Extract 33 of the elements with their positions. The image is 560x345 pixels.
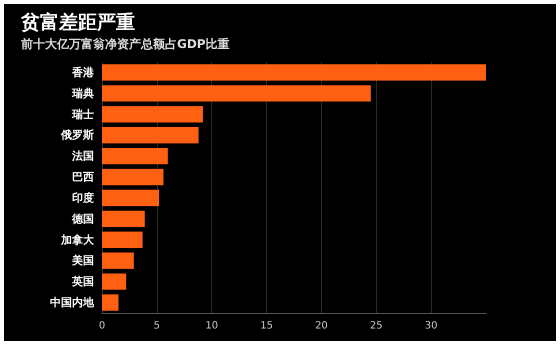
bar	[102, 168, 164, 186]
y-tick-label: 印度	[72, 191, 94, 204]
x-tick-label: 20	[315, 320, 328, 332]
bar	[102, 85, 371, 102]
y-tick-label: 俄罗斯	[60, 128, 94, 142]
bar	[102, 64, 486, 81]
y-tick-label: 巴西	[72, 170, 94, 184]
x-tick-label: 30	[424, 320, 438, 332]
chart-subtitle: 前十大亿万富翁净资产总额占GDP比重	[20, 37, 230, 51]
x-tick-label: 5	[154, 320, 160, 332]
bar	[102, 127, 199, 144]
y-tick-label: 英国	[71, 275, 94, 288]
bar	[102, 106, 203, 122]
bar	[102, 273, 126, 290]
bar	[102, 210, 145, 228]
x-tick-label: 10	[205, 320, 218, 332]
x-tick-label: 25	[370, 320, 383, 332]
bar	[102, 232, 143, 248]
bar	[102, 190, 160, 206]
y-tick-label: 法国	[71, 150, 94, 163]
x-tick-label: 15	[260, 320, 273, 332]
chart-title: 贫富差距严重	[20, 12, 135, 34]
y-tick-label: 加拿大	[60, 233, 95, 246]
x-tick-label: 0	[98, 320, 106, 332]
y-tick-label: 香港	[71, 66, 95, 79]
bar	[102, 294, 118, 311]
bar	[102, 252, 134, 269]
bar	[102, 148, 168, 164]
y-tick-label: 德国	[71, 212, 94, 226]
y-tick-label: 中国内地	[50, 296, 95, 310]
y-tick-label: 瑞士	[71, 108, 94, 121]
y-tick-label: 瑞典	[71, 86, 94, 100]
y-tick-label: 美国	[71, 254, 94, 268]
